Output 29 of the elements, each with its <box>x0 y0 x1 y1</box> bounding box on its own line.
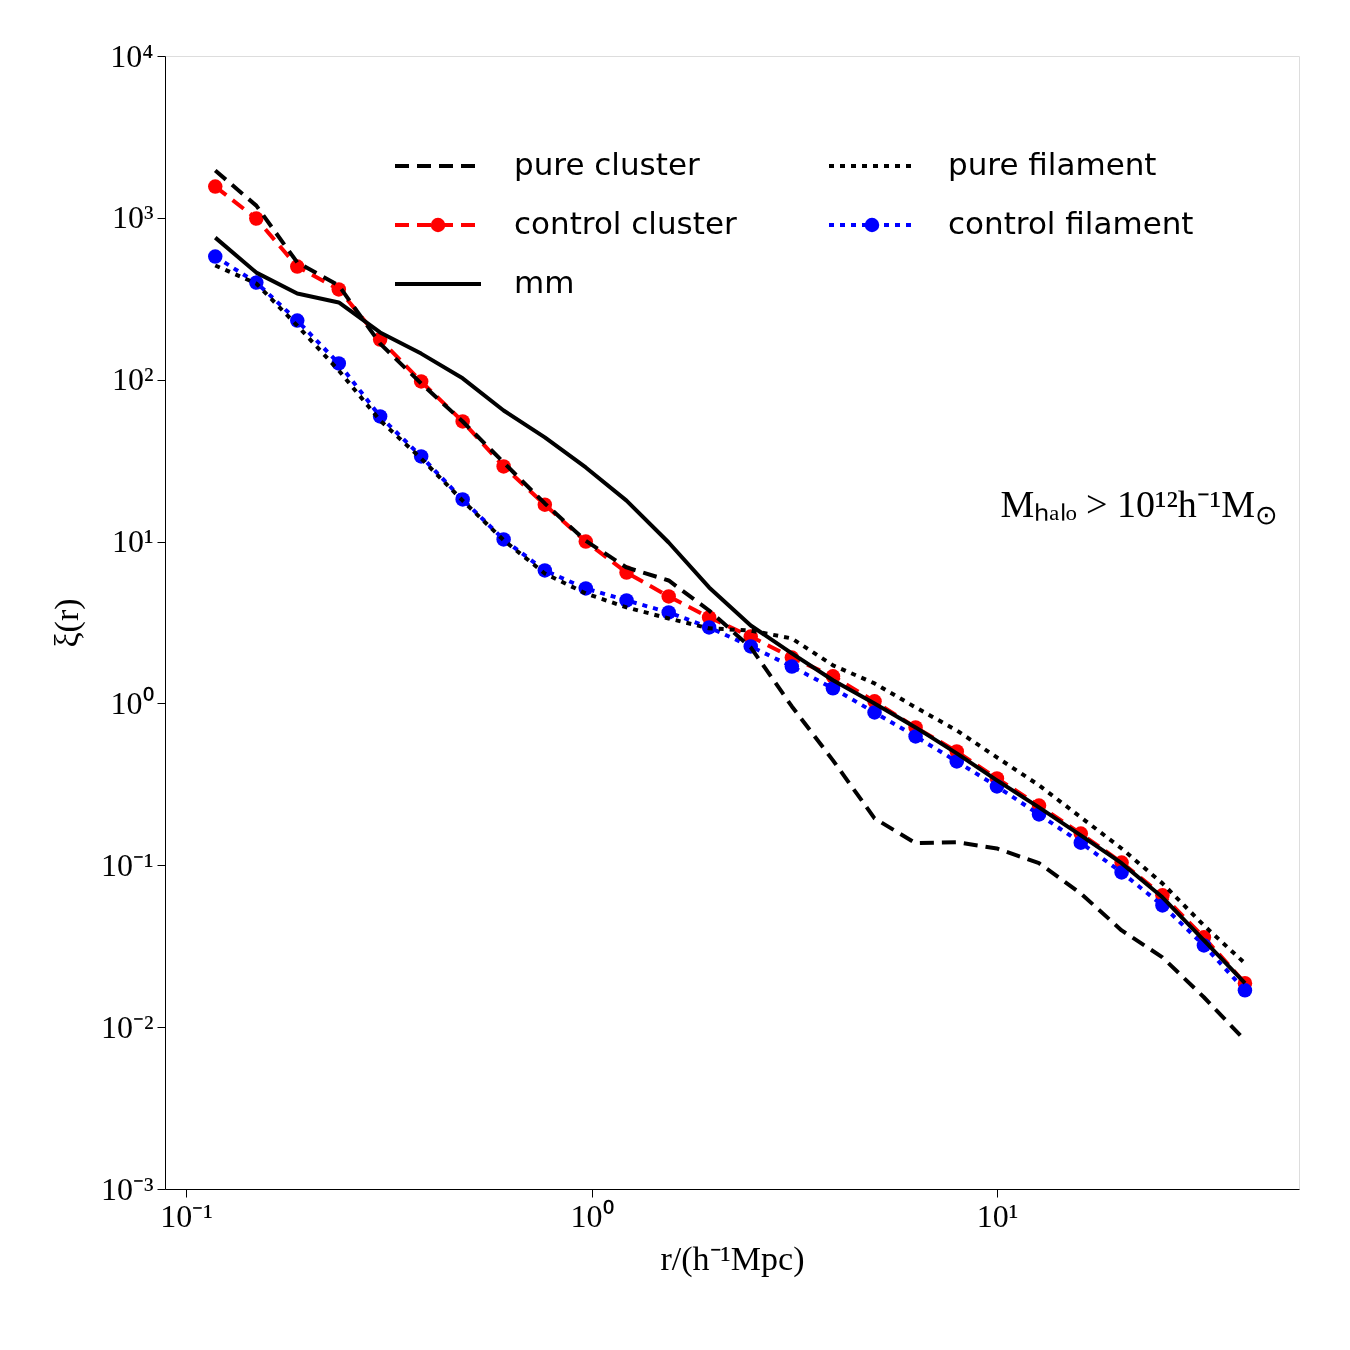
point <box>784 659 800 674</box>
point <box>661 589 676 604</box>
legend-label: mm <box>514 264 575 300</box>
point <box>867 705 882 720</box>
x-tick-label: 10⁻¹ <box>160 1197 213 1234</box>
x-tick-label: 10¹ <box>976 1197 1019 1234</box>
y-axis-title: ξ(r) <box>47 598 86 648</box>
legend-label: pure cluster <box>514 146 700 182</box>
point <box>208 249 223 264</box>
x-axis-title: r/(h⁻¹Mpc) <box>660 1239 805 1278</box>
legend-label: control filament <box>948 205 1194 241</box>
y-tick-label: 10⁻³ <box>100 1170 154 1207</box>
y-tick-label: 10⁴ <box>110 37 154 74</box>
point <box>290 259 305 274</box>
y-tick-label: 10⁻¹ <box>100 846 154 883</box>
point <box>1237 983 1253 998</box>
x-tick-label: 10⁰ <box>570 1197 614 1234</box>
annotation: Mₕₐₗₒ > 10¹²h⁻¹M⊙ <box>1000 483 1278 530</box>
y-tick-label: 10⁰ <box>110 684 154 721</box>
y-tick-label: 10⁻² <box>100 1008 154 1045</box>
point <box>249 211 264 226</box>
point <box>208 179 223 194</box>
legend-label: pure filament <box>948 146 1157 182</box>
point <box>908 729 923 744</box>
point <box>619 593 634 608</box>
y-tick-label: 10³ <box>111 199 154 236</box>
y-tick-label: 10¹ <box>111 523 154 560</box>
y-tick-label: 10² <box>111 361 154 398</box>
legend-label: control cluster <box>514 205 737 241</box>
